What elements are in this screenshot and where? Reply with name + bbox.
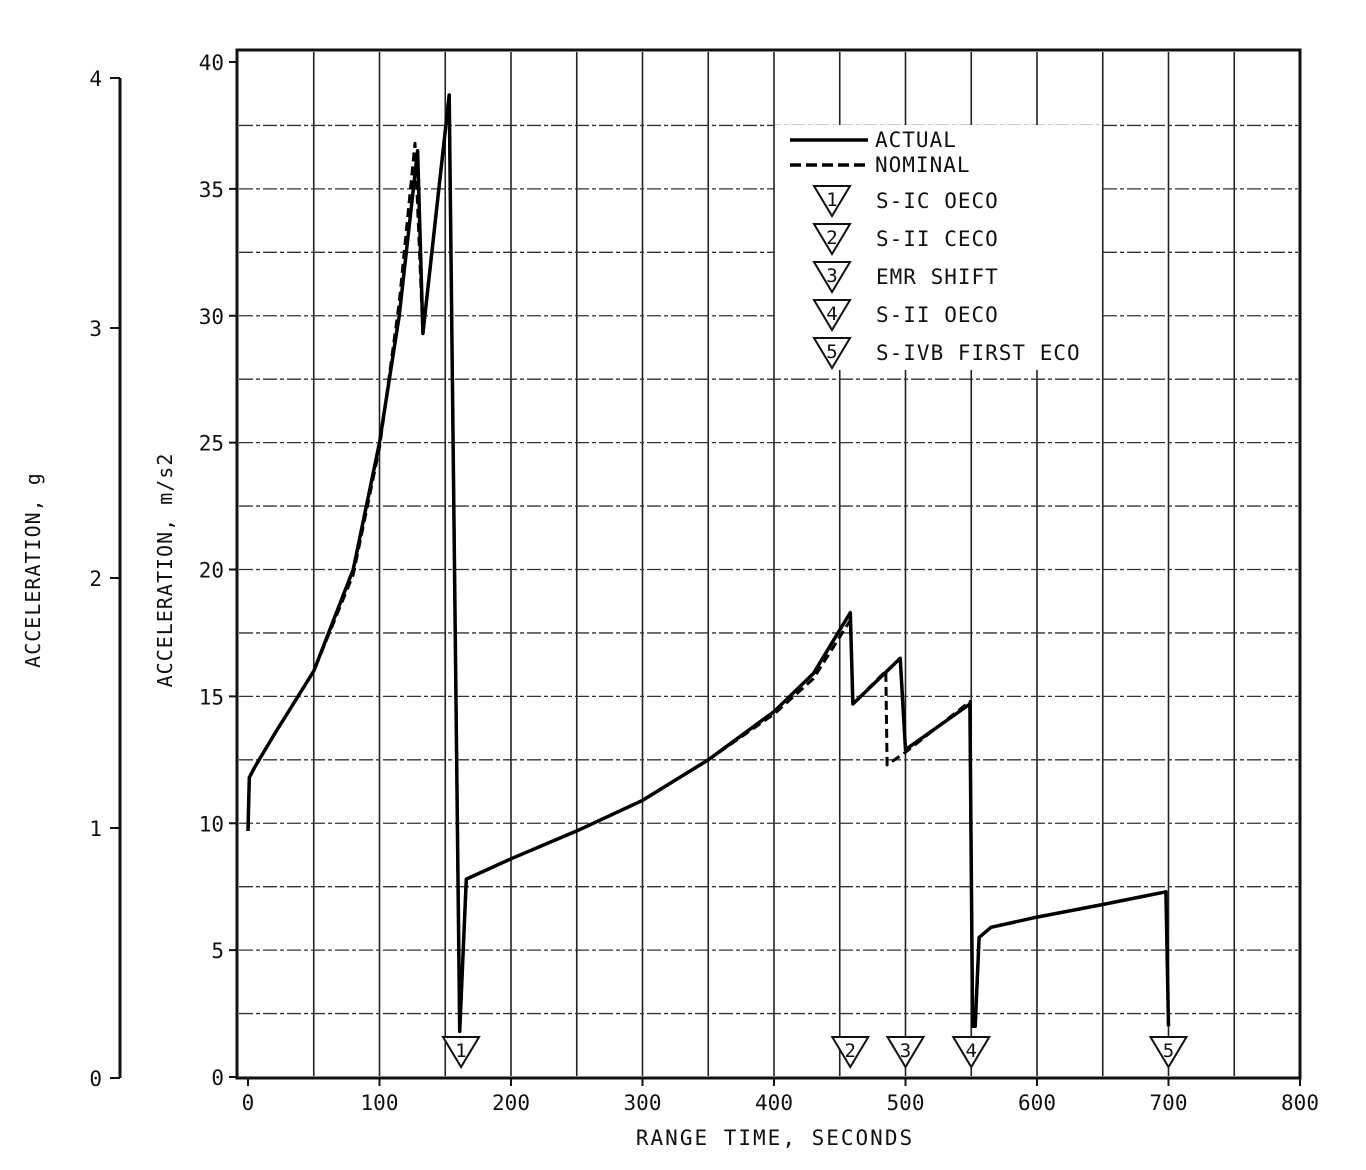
y-tick-label: 40	[199, 51, 224, 75]
event-marker-number: 4	[966, 1040, 977, 1062]
event-marker-number: 1	[826, 189, 837, 211]
x-tick-label: 100	[361, 1091, 399, 1115]
x-axis-label: RANGE TIME, SECONDS	[636, 1126, 914, 1150]
event-triangle-icon	[441, 1036, 481, 1069]
legend-event-label: S-II OECO	[876, 303, 999, 327]
legend-label: NOMINAL	[875, 153, 971, 177]
event-triangle-icon	[812, 261, 852, 294]
legend-event-marker: 1	[812, 185, 852, 218]
legend-event-marker: 2	[812, 223, 852, 256]
event-triangle-icon	[812, 223, 852, 256]
event-triangle-icon	[951, 1036, 992, 1069]
x-tick-label: 300	[624, 1091, 662, 1115]
series-line-nominal	[246, 93, 981, 1033]
x-tick-label: 700	[1150, 1091, 1188, 1115]
y-tick-label: 30	[199, 305, 224, 329]
y-tick-label: 15	[199, 685, 224, 709]
legend-event-marker: 5	[812, 337, 852, 370]
event-triangle-icon	[885, 1036, 926, 1069]
event-marker-1: 1	[441, 1036, 481, 1069]
y-tick-label: 0	[211, 1066, 224, 1090]
y2-tick-label: 4	[89, 67, 102, 91]
y2-tick-label: 1	[89, 817, 102, 841]
y-tick-label: 35	[199, 178, 224, 202]
event-marker-2: 2	[830, 1036, 871, 1069]
event-marker-3: 3	[885, 1036, 926, 1069]
plot-frame	[235, 48, 1302, 1080]
legend-event-marker: 3	[812, 261, 852, 294]
y2-tick-label: 0	[89, 1067, 102, 1091]
y-tick-label: 5	[211, 939, 224, 963]
y2-tick-label: 2	[89, 567, 102, 591]
y-tick-label: 20	[199, 559, 224, 583]
legend-event-label: S-II CECO	[876, 227, 999, 251]
grid	[239, 52, 1298, 1076]
legend-event-marker: 4	[812, 299, 852, 332]
x-tick-label: 200	[492, 1091, 530, 1115]
event-marker-4: 4	[951, 1036, 992, 1069]
event-triangle-icon	[1148, 1036, 1189, 1069]
legend-label: ACTUAL	[875, 128, 957, 152]
event-marker-number: 5	[1163, 1040, 1174, 1062]
event-marker-number: 1	[455, 1040, 466, 1062]
legend-event-label: EMR SHIFT	[876, 265, 999, 289]
event-marker-number: 2	[845, 1040, 856, 1062]
event-marker-number: 3	[900, 1040, 911, 1062]
y-tick-label: 25	[199, 432, 224, 456]
event-marker-number: 3	[826, 265, 837, 287]
y2-tick-label: 3	[89, 317, 102, 341]
y-axis-label-secondary: ACCELERATION, g	[21, 472, 45, 668]
event-marker-number: 5	[826, 341, 837, 363]
y-axis-label: ACCELERATION, m/s2	[153, 453, 177, 688]
legend-event-label: S-IVB FIRST ECO	[876, 341, 1081, 365]
event-triangle-icon	[812, 299, 852, 332]
x-tick-label: 600	[1018, 1091, 1056, 1115]
y-tick-label: 10	[199, 812, 224, 836]
event-marker-5: 5	[1148, 1036, 1189, 1069]
x-tick-label: 400	[755, 1091, 793, 1115]
legend-event-label: S-IC OECO	[876, 189, 999, 213]
x-tick-label: 800	[1281, 1091, 1319, 1115]
event-triangle-icon	[830, 1036, 871, 1069]
event-triangle-icon	[812, 337, 852, 370]
event-marker-number: 4	[826, 303, 837, 325]
x-tick-label: 500	[887, 1091, 925, 1115]
x-tick-label: 0	[242, 1091, 255, 1115]
event-marker-number: 2	[826, 227, 837, 249]
event-triangle-icon	[812, 185, 852, 218]
